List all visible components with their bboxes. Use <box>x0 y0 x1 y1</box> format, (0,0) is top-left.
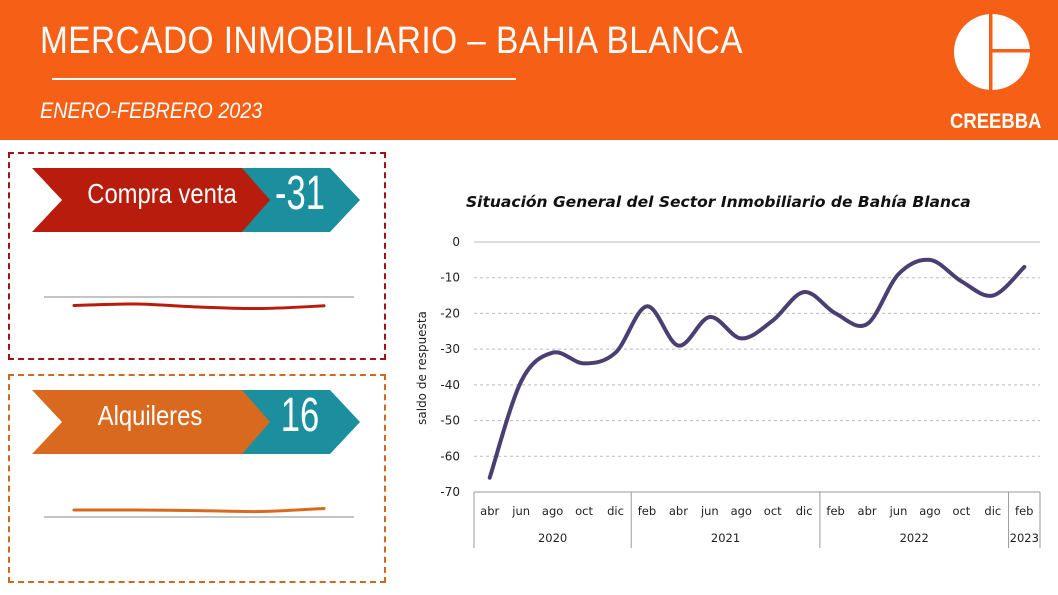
rent-banner <box>32 390 360 454</box>
x-tick-label: ago <box>919 504 940 518</box>
x-tick-label: dic <box>607 504 624 518</box>
page-title: MERCADO INMOBILIARIO – BAHIA BLANCA <box>40 20 743 62</box>
sales-label: Compra venta <box>87 178 237 209</box>
x-tick-label: feb <box>1015 504 1033 518</box>
x-tick-label: jun <box>511 504 530 518</box>
sales-trend-sparkline <box>44 296 354 311</box>
x-tick-label: jun <box>889 504 908 518</box>
data-point <box>771 319 775 323</box>
data-point <box>488 476 492 480</box>
y-tick-label: -50 <box>440 414 460 428</box>
data-point <box>551 351 555 355</box>
x-tick-label: jun <box>700 504 719 518</box>
y-tick-label: -60 <box>440 449 460 463</box>
sales-sparkline <box>72 302 326 311</box>
rent-label: Alquileres <box>97 400 203 431</box>
data-point <box>614 351 617 355</box>
sales-panel: Compra venta -31 <box>8 152 386 360</box>
rent-trend-sparkline <box>44 507 354 518</box>
x-tick-label: ago <box>731 504 752 518</box>
x-tick-label: dic <box>796 504 813 518</box>
x-tick-label: abr <box>669 504 688 518</box>
logo-text: CREEBBA <box>950 110 1042 133</box>
data-point <box>582 361 586 365</box>
chart-series-line <box>487 257 1027 480</box>
chart-y-axis-label: saldo de respuesta <box>415 311 429 425</box>
sales-label-arrow <box>32 168 278 232</box>
x-tick-label: oct <box>764 504 782 518</box>
data-point <box>645 304 649 308</box>
chart-data-points <box>488 258 1026 480</box>
rent-value-arrow <box>242 390 360 454</box>
chart-gridlines <box>474 241 1040 493</box>
year-label: 2021 <box>711 531 740 545</box>
y-tick-label: -10 <box>440 271 460 285</box>
x-tick-label: dic <box>984 504 1001 518</box>
x-tick-label: feb <box>826 504 844 518</box>
data-point <box>1022 265 1026 269</box>
chart-title: Situación General del Sector Inmobiliari… <box>466 193 971 211</box>
y-tick-label: -40 <box>440 378 460 392</box>
data-point <box>802 290 806 294</box>
data-point <box>865 322 869 326</box>
rent-sparkline <box>72 507 326 514</box>
x-tick-label: feb <box>638 504 656 518</box>
x-tick-label: oct <box>575 504 593 518</box>
data-point <box>676 344 680 348</box>
rent-label-arrow <box>32 390 278 454</box>
rent-panel: Alquileres 16 <box>8 374 386 583</box>
y-tick-label: 0 <box>452 235 460 249</box>
page-subtitle: ENERO-FEBRERO 2023 <box>40 98 263 123</box>
x-tick-label: ago <box>542 504 563 518</box>
year-label: 2022 <box>900 531 929 545</box>
y-tick-label: -70 <box>440 485 460 499</box>
year-label: 2023 <box>1010 531 1039 545</box>
x-tick-label: oct <box>952 504 970 518</box>
data-point <box>739 336 743 340</box>
header-bar: MERCADO INMOBILIARIO – BAHIA BLANCA ENER… <box>0 0 1058 140</box>
y-tick-label: -30 <box>440 342 460 356</box>
x-tick-label: abr <box>480 504 499 518</box>
chart-x-axis: abr jun ago oct dic feb abr jun ago oct dic feb abr j… <box>473 491 1041 548</box>
rent-value: 16 <box>280 389 320 442</box>
main-line-chart: Situación General del Sector Inmobiliari… <box>415 193 1041 548</box>
y-tick-label: -20 <box>440 306 460 320</box>
title-underline <box>52 78 516 80</box>
data-point <box>991 294 995 298</box>
chart-y-ticks: 0 -10 -20 -30 -40 -50 -60 -70 <box>440 235 460 499</box>
data-point <box>834 311 838 315</box>
data-point <box>959 279 963 283</box>
creebba-logo-icon <box>954 14 1030 90</box>
sales-value-arrow <box>242 168 360 232</box>
data-point <box>928 258 932 262</box>
sales-banner <box>32 168 360 232</box>
sales-value: -31 <box>275 167 325 220</box>
year-label: 2020 <box>538 531 567 545</box>
data-point <box>519 379 523 383</box>
data-point <box>708 315 712 319</box>
data-point <box>897 272 900 276</box>
x-tick-label: abr <box>858 504 877 518</box>
